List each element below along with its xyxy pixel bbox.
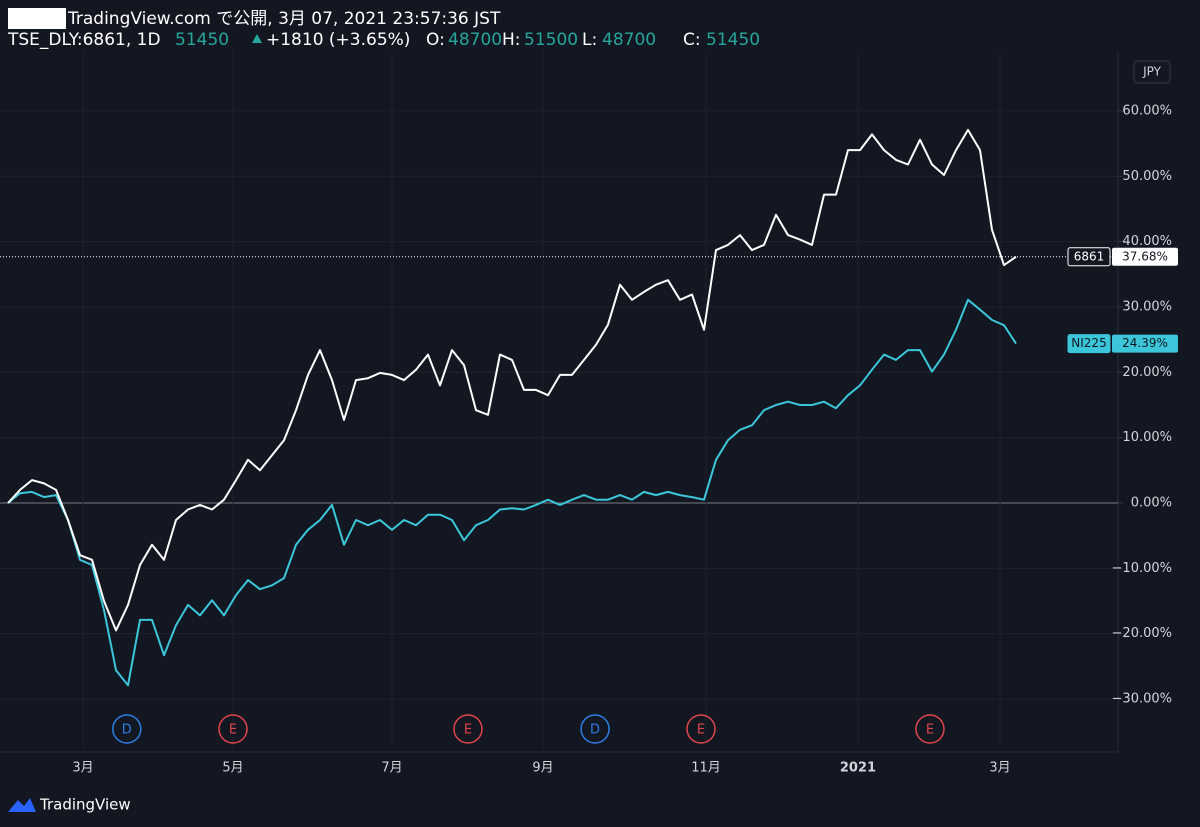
footer[interactable]: TradingView (39, 796, 131, 814)
value-label: 37.68% (1122, 249, 1168, 263)
badge-name: 6861 (1074, 249, 1105, 263)
y-tick-label: 50.00% (1122, 169, 1172, 184)
change: +1810 (+3.65%) (266, 30, 410, 50)
badge-name: NI225 (1071, 336, 1106, 350)
event-label: E (464, 723, 472, 738)
x-tick-label: 3月 (72, 761, 93, 776)
y-tick-label: −20.00% (1112, 626, 1172, 641)
close-label: C: (683, 30, 701, 50)
event-label: E (697, 723, 705, 738)
y-tick-label: 40.00% (1122, 234, 1172, 249)
x-tick-label: 3月 (989, 761, 1010, 776)
y-tick-label: 60.00% (1122, 103, 1172, 118)
event-label: E (229, 723, 237, 738)
low-label: L: (582, 30, 597, 50)
x-tick-label: 5月 (222, 761, 243, 776)
value-label: 24.39% (1122, 336, 1168, 350)
high: 51500 (524, 30, 578, 50)
x-tick-label: 7月 (381, 761, 402, 776)
event-marker (686, 714, 716, 744)
y-tick-label: 20.00% (1122, 365, 1172, 380)
logo-icon[interactable] (8, 798, 36, 812)
event-marker (112, 714, 142, 744)
publisher: TradingView.com で公開, 3月 07, 2021 23:57:3… (67, 9, 501, 29)
series-line (7, 128, 1017, 632)
y-tick-label: −30.00% (1112, 691, 1172, 706)
y-tick-label: −10.00% (1112, 561, 1172, 576)
event-marker (915, 714, 945, 744)
event-label: D (590, 723, 600, 738)
low: 48700 (602, 30, 656, 50)
event-marker (218, 714, 248, 744)
currency-box[interactable] (1133, 60, 1171, 84)
value-badge (1112, 334, 1178, 353)
event-marker (580, 714, 610, 744)
currency[interactable]: JPY (1142, 65, 1162, 79)
y-tick-label: 10.00% (1122, 430, 1172, 445)
last-price: 51450 (175, 30, 229, 50)
x-tick-label: 11月 (691, 761, 721, 776)
symbol: TSE_DLY:6861, 1D (7, 30, 161, 50)
name-badge (1067, 334, 1111, 354)
open-label: O: (426, 30, 445, 50)
up-arrow (252, 34, 262, 43)
open: 48700 (448, 30, 502, 50)
event-marker (453, 714, 483, 744)
y-tick-label: 0.00% (1131, 495, 1172, 510)
footer-logo[interactable] (8, 798, 36, 812)
redaction (8, 8, 66, 29)
event-label: D (122, 723, 132, 738)
name-badge (1067, 247, 1111, 267)
series-line (7, 298, 1017, 687)
x-tick-label: 9月 (532, 761, 553, 776)
event-label: E (926, 723, 934, 738)
close: 51450 (706, 30, 760, 50)
value-badge (1112, 247, 1178, 266)
high-label: H: (502, 30, 521, 50)
y-tick-label: 30.00% (1122, 299, 1172, 314)
x-tick-label: 2021 (840, 761, 876, 776)
